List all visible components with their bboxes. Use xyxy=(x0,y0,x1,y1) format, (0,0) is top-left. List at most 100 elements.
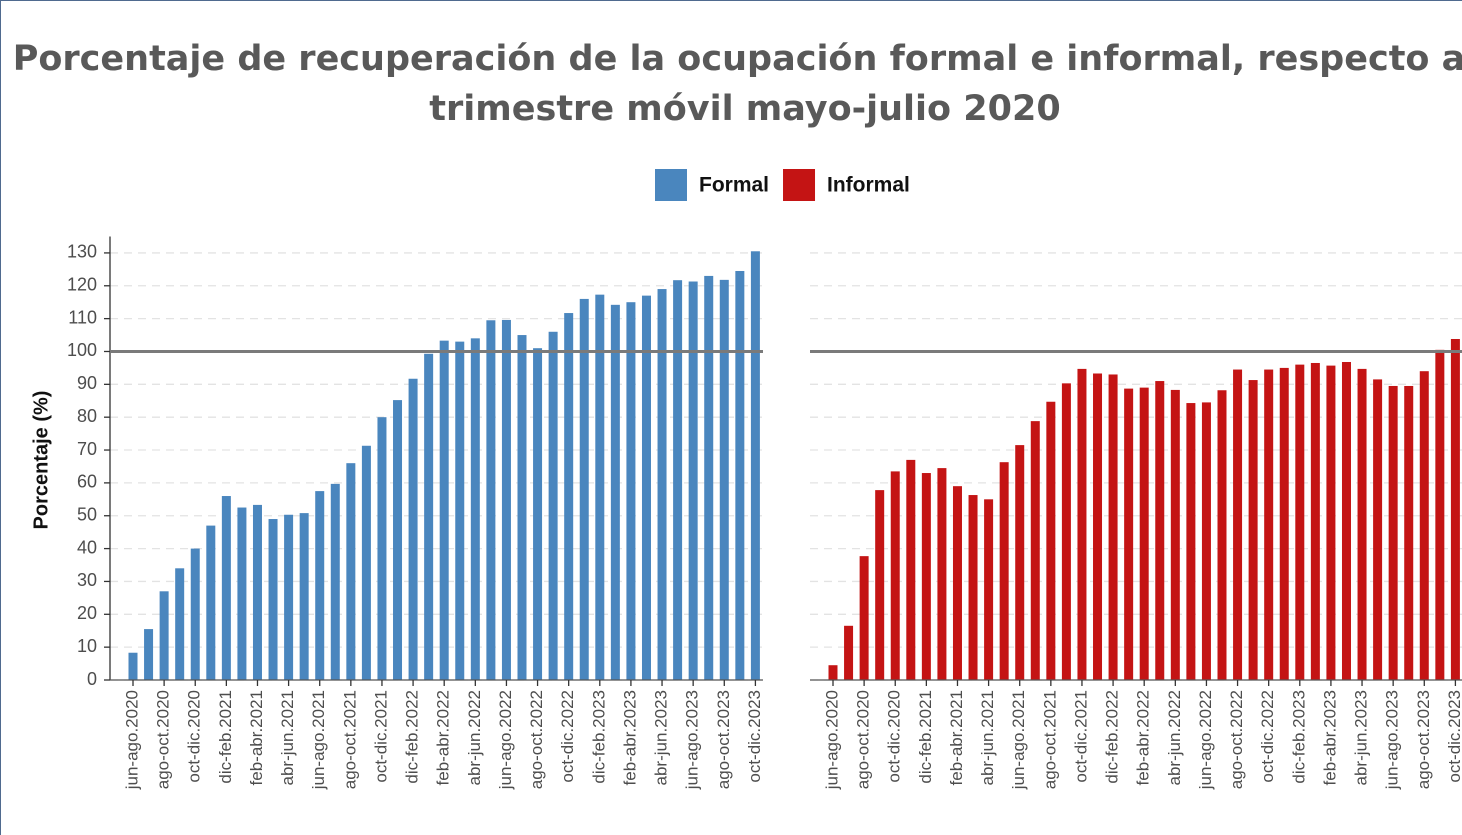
bar xyxy=(206,525,216,680)
y-tick-label: 80 xyxy=(77,406,97,426)
x-tick-label: feb-abr.2022 xyxy=(1134,690,1153,785)
bar xyxy=(688,281,698,680)
x-tick-label: feb-abr.2023 xyxy=(1320,690,1339,785)
bar xyxy=(548,331,558,680)
y-tick-label: 120 xyxy=(67,275,97,295)
bar xyxy=(470,338,480,680)
title-line: trimestre móvil mayo-julio 2020 xyxy=(429,89,1060,129)
bar xyxy=(1233,369,1243,680)
legend-label: Formal xyxy=(699,174,769,197)
bar xyxy=(221,496,231,680)
bar xyxy=(1404,385,1414,680)
bar xyxy=(1279,367,1289,680)
y-tick-label: 30 xyxy=(77,570,97,590)
y-tick-label: 10 xyxy=(77,636,97,656)
bar xyxy=(844,625,854,680)
bar xyxy=(175,568,185,680)
bar xyxy=(641,295,651,680)
y-tick-label: 100 xyxy=(67,340,97,360)
y-tick-label: 110 xyxy=(68,307,97,327)
x-tick-label: oct-dic.2021 xyxy=(371,690,390,783)
bar xyxy=(859,556,869,680)
bar xyxy=(284,514,294,680)
bar xyxy=(1155,381,1165,680)
bar xyxy=(828,665,838,680)
bar xyxy=(439,340,449,680)
bar xyxy=(937,468,947,680)
bar xyxy=(268,519,278,680)
bar xyxy=(1061,383,1071,680)
x-tick-label: ago-oct.2023 xyxy=(1414,690,1433,789)
y-tick-label: 60 xyxy=(77,472,97,492)
bar xyxy=(921,473,931,680)
x-tick-label: oct-dic.2020 xyxy=(185,690,204,783)
bar xyxy=(1139,387,1149,680)
bar xyxy=(455,341,465,680)
bar xyxy=(1201,402,1211,680)
bar xyxy=(968,495,978,680)
bar xyxy=(906,459,916,680)
bar xyxy=(750,251,760,681)
x-tick-label: abr-jun.2023 xyxy=(1352,690,1371,785)
y-tick-label: 130 xyxy=(67,242,97,262)
x-tick-label: jun-ago.2021 xyxy=(309,690,328,790)
bar xyxy=(657,289,667,680)
bar xyxy=(875,490,885,680)
x-tick-label: abr-jun.2021 xyxy=(978,690,997,785)
legend-swatch xyxy=(783,169,816,201)
y-tick-label: 0 xyxy=(87,669,97,689)
bar xyxy=(1015,445,1025,680)
x-tick-label: jun-ago.2021 xyxy=(1009,690,1028,790)
bar xyxy=(719,279,729,680)
x-tick-label: ago-oct.2020 xyxy=(154,690,173,789)
bar xyxy=(237,507,247,680)
x-tick-label: dic-feb.2021 xyxy=(216,690,235,784)
x-tick-label: oct-dic.2021 xyxy=(1071,690,1090,783)
bar xyxy=(564,313,574,680)
bar xyxy=(595,294,605,680)
x-tick-label: oct-dic.2023 xyxy=(745,690,764,783)
chart-title: Porcentaje de recuperación de la ocupaci… xyxy=(13,39,1462,129)
bar xyxy=(315,491,325,680)
bar xyxy=(377,417,387,680)
x-tick-label: dic-feb.2022 xyxy=(1103,690,1122,784)
bar xyxy=(999,462,1009,680)
x-tick-label: jun-ago.2022 xyxy=(1196,690,1215,790)
bar xyxy=(952,486,962,680)
y-tick-label: 20 xyxy=(77,603,97,623)
bar xyxy=(579,298,589,680)
x-tick-label: oct-dic.2022 xyxy=(558,690,577,783)
x-tick-label: oct-dic.2023 xyxy=(1445,690,1462,783)
x-tick-label: ago-oct.2022 xyxy=(1227,690,1246,789)
bar xyxy=(626,302,636,680)
x-tick-label: dic-feb.2023 xyxy=(589,690,608,784)
bar xyxy=(735,270,745,680)
bar xyxy=(1435,349,1445,680)
x-tick-label: abr-jun.2022 xyxy=(1165,690,1184,785)
bar xyxy=(1341,361,1351,680)
bar xyxy=(673,280,683,680)
bar xyxy=(1248,380,1258,680)
bar xyxy=(159,591,169,680)
x-tick-label: ago-oct.2020 xyxy=(854,690,873,789)
x-tick-label: jun-ago.2020 xyxy=(122,690,141,790)
bar xyxy=(128,652,138,680)
x-tick-label: jun-ago.2023 xyxy=(1383,690,1402,790)
x-tick-label: jun-ago.2022 xyxy=(496,690,515,790)
bar xyxy=(1217,390,1227,680)
bar xyxy=(393,400,403,680)
bar xyxy=(890,471,900,680)
bar xyxy=(1124,388,1134,680)
bar xyxy=(984,499,994,680)
x-tick-label: oct-dic.2022 xyxy=(1258,690,1277,783)
bar xyxy=(346,463,356,680)
bar xyxy=(1450,338,1460,680)
x-tick-label: oct-dic.2020 xyxy=(885,690,904,783)
y-tick-label: 50 xyxy=(77,504,97,524)
x-tick-label: feb-abr.2023 xyxy=(620,690,639,785)
bar xyxy=(1093,373,1103,680)
bar xyxy=(610,304,620,680)
bar xyxy=(533,348,543,680)
title-line: Porcentaje de recuperación de la ocupaci… xyxy=(13,39,1462,79)
